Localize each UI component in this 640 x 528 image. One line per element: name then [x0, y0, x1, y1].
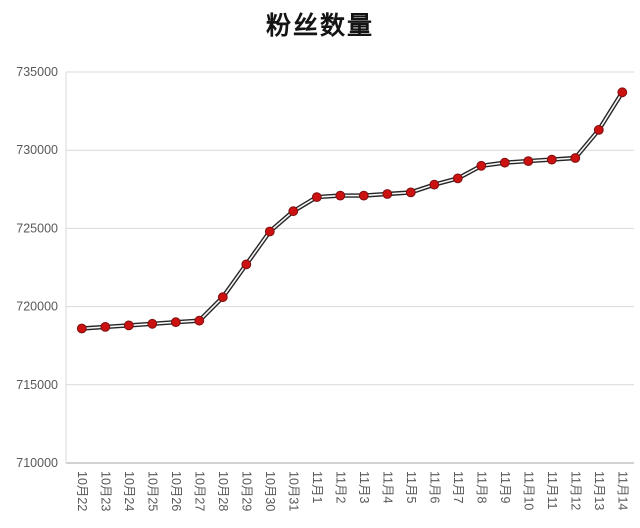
series-line-outer: [79, 90, 625, 331]
data-point-marker: [523, 156, 534, 166]
x-tick-label: 10月25: [145, 471, 159, 511]
y-tick-label: 730000: [16, 143, 58, 157]
data-point-marker: [452, 173, 463, 184]
data-point-marker: [546, 154, 557, 165]
y-tick-label: 725000: [16, 221, 58, 235]
data-point-marker: [405, 187, 416, 198]
x-tick-label: 11月3: [357, 471, 371, 503]
y-tick-label: 720000: [16, 300, 58, 314]
data-point-marker: [288, 206, 299, 217]
data-point-marker: [147, 318, 158, 329]
x-tick-label: 10月28: [216, 471, 230, 511]
line-chart-svg: 710000 715000 720000 725000 730000 735000 10月2…: [16, 65, 634, 511]
x-tick-label: 11月11: [545, 471, 559, 510]
data-point-marker: [570, 153, 581, 163]
x-tick-label: 11月10: [521, 471, 535, 510]
data-point-marker: [476, 160, 487, 171]
x-tick-label: 10月22: [75, 471, 89, 511]
x-tick-label: 11月13: [592, 471, 606, 510]
y-tick-label: 710000: [16, 456, 58, 470]
y-tick-label: 715000: [16, 378, 58, 392]
data-point-marker: [382, 189, 393, 199]
y-tick-label: 735000: [16, 65, 58, 79]
data-point-marker: [100, 322, 111, 332]
data-point-marker: [311, 192, 322, 203]
series-line-inner: [81, 91, 624, 330]
x-tick-label: 11月7: [451, 471, 465, 503]
x-tick-label: 10月24: [122, 471, 136, 511]
data-point-marker: [76, 323, 87, 334]
x-tick-label: 11月4: [380, 471, 394, 503]
x-tick-label: 11月12: [568, 471, 582, 510]
chart-title: 粉丝数量: [265, 12, 374, 40]
data-point-marker: [335, 190, 346, 201]
data-point-marker: [194, 315, 205, 326]
x-tick-label: 10月31: [286, 471, 300, 511]
data-point-marker: [264, 226, 275, 237]
x-tick-label: 10月27: [192, 471, 206, 511]
x-tick-label: 11月14: [615, 471, 629, 510]
data-point-marker: [123, 320, 134, 331]
x-tick-label: 11月1: [310, 471, 324, 503]
x-tick-label: 11月9: [498, 471, 512, 503]
x-tick-label: 10月30: [263, 471, 277, 511]
data-point-marker: [358, 190, 369, 201]
data-point-marker: [429, 179, 440, 190]
data-point-marker: [593, 125, 604, 135]
x-tick-label: 11月5: [404, 471, 418, 503]
x-tick-label: 11月6: [427, 471, 441, 503]
x-tick-label: 10月29: [239, 471, 253, 511]
data-point-marker: [241, 259, 252, 270]
data-point-marker: [217, 292, 228, 303]
data-point-marker: [170, 317, 181, 328]
x-tick-label: 10月26: [169, 471, 183, 511]
data-point-marker: [499, 157, 510, 168]
x-tick-label: 10月23: [98, 471, 112, 511]
x-tick-label: 11月2: [333, 471, 347, 503]
x-tick-label: 11月8: [474, 471, 488, 503]
data-point-marker: [617, 87, 628, 98]
